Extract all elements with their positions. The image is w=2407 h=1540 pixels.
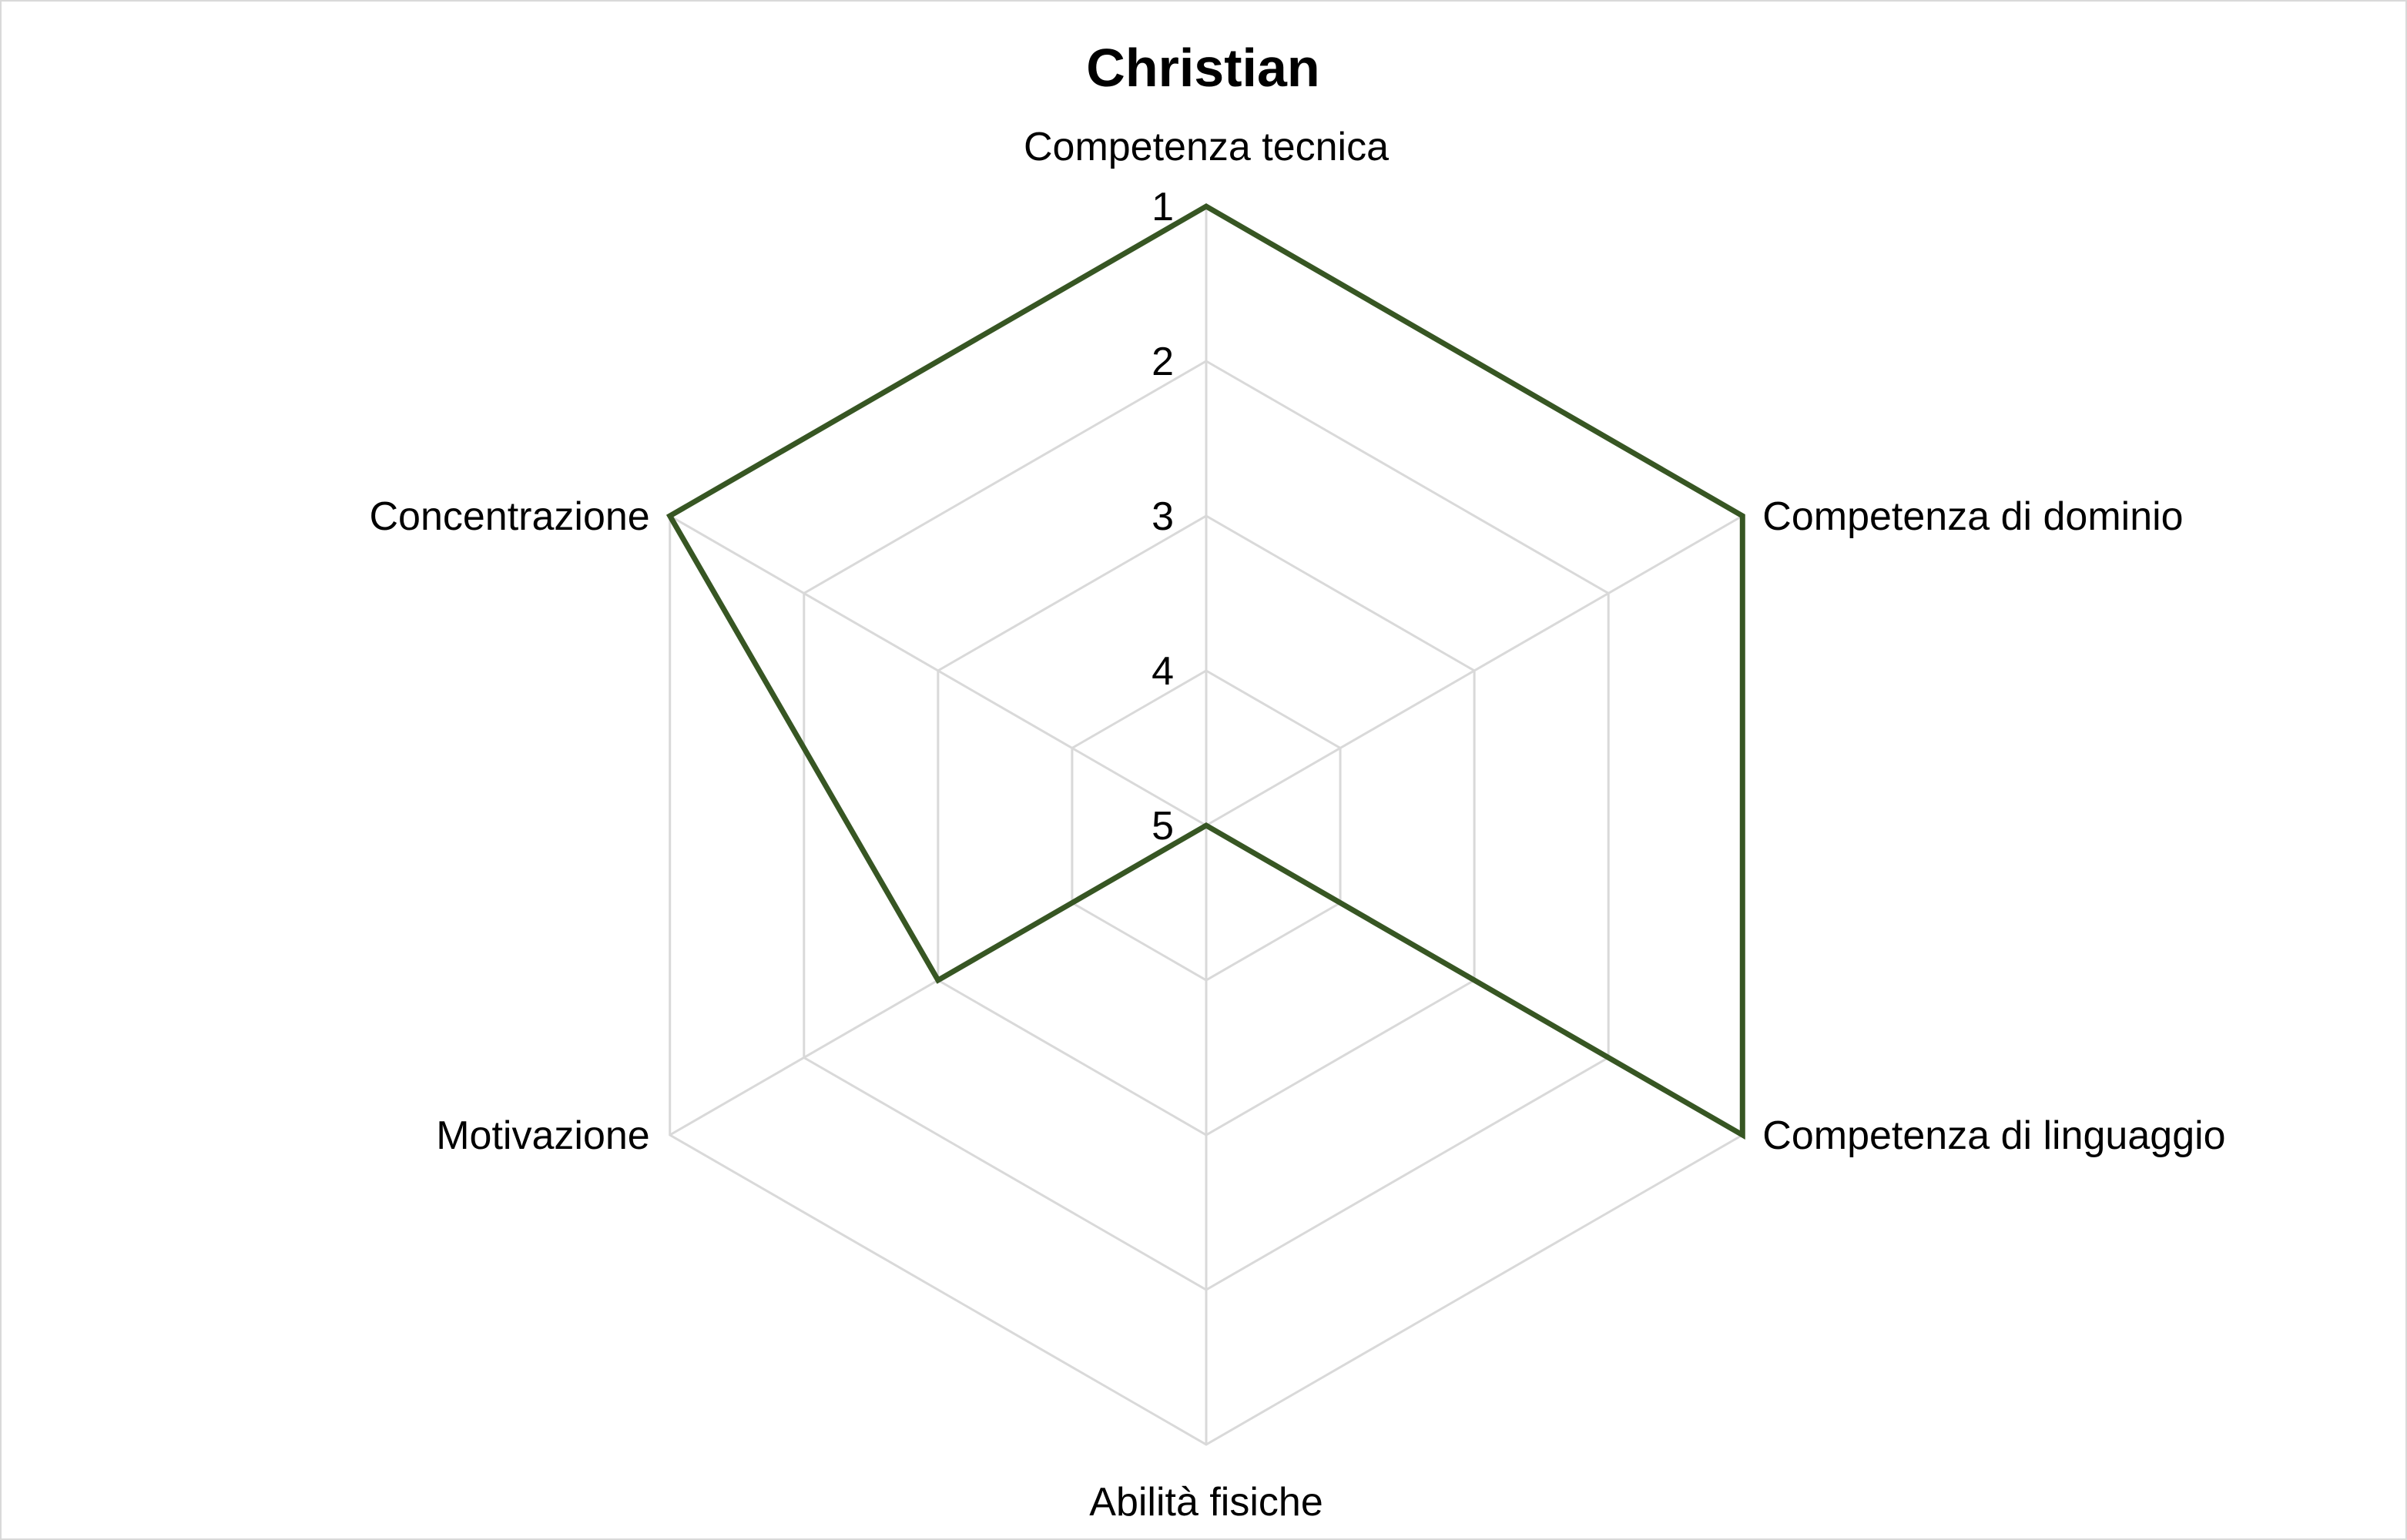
category-label: Competenza tecnica <box>1024 125 1389 169</box>
category-label: Motivazione <box>436 1113 649 1158</box>
radial-axis-ticks: 1 2 3 4 5 <box>1152 185 1174 849</box>
radar-series-group <box>665 203 1745 1140</box>
category-label: Concentrazione <box>369 494 649 539</box>
data-point <box>1742 1134 1743 1136</box>
axis-tick-label: 3 <box>1152 494 1174 539</box>
data-point <box>1205 825 1207 826</box>
chart-title: Christian <box>1086 38 1319 98</box>
axis-spoke <box>1205 514 1744 827</box>
axis-tick-label: 1 <box>1152 185 1174 229</box>
category-label: Competenza di linguaggio <box>1762 1113 2225 1158</box>
data-point <box>1742 515 1743 517</box>
data-point <box>1205 206 1207 207</box>
data-point <box>937 979 939 981</box>
category-label: Abilità fisiche <box>1089 1480 1323 1525</box>
axis-spoke <box>669 514 1207 827</box>
category-label: Competenza di dominio <box>1762 494 2183 539</box>
axis-tick-label: 5 <box>1152 804 1174 849</box>
axis-tick-label: 2 <box>1152 340 1174 384</box>
axis-tick-label: 4 <box>1152 649 1174 694</box>
data-point <box>669 515 671 517</box>
category-labels: Competenza tecnica Competenza di dominio C… <box>369 125 2225 1525</box>
